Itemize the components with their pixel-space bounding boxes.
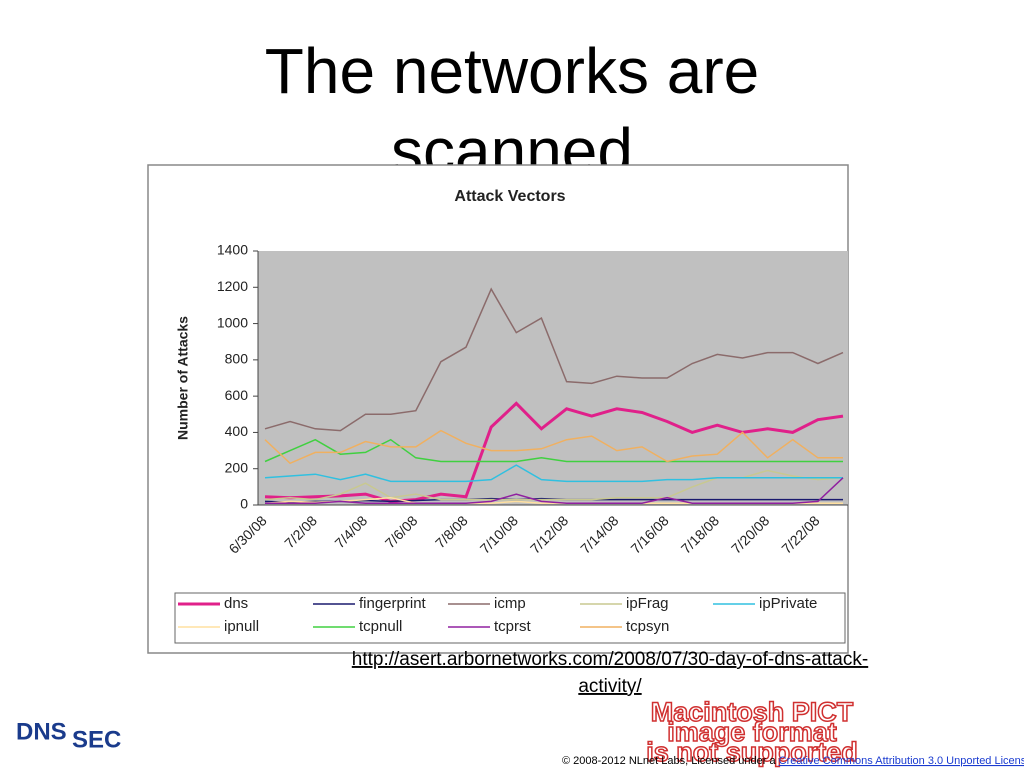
legend-label: ipnull <box>224 618 259 635</box>
legend-label: icmp <box>494 595 526 612</box>
y-axis-label: Number of Attacks <box>175 316 191 440</box>
pict-line: image format <box>667 717 837 747</box>
legend-label: dns <box>224 595 248 612</box>
series-line <box>264 469 844 501</box>
source-url[interactable]: activity/ <box>578 676 642 697</box>
series-line <box>264 429 843 465</box>
y-tick-label: 0 <box>240 496 248 512</box>
footer-text: © 2008-2012 NLnet Labs, Licensed under a <box>562 755 779 767</box>
legend-label: tcpsyn <box>626 618 669 635</box>
pict-line: Macintosh PICT <box>651 697 854 727</box>
y-tick-label: 400 <box>225 423 249 439</box>
legend-label: tcpnull <box>359 618 402 635</box>
legend-label: ipPrivate <box>759 595 817 612</box>
slide-title-line: The networks are <box>265 35 759 107</box>
series-line <box>264 464 843 483</box>
logo-text: DNS <box>16 718 67 745</box>
pict-line: is not supported <box>646 737 858 767</box>
y-tick-label: 600 <box>225 387 249 403</box>
series-line <box>264 401 844 503</box>
series-line <box>265 477 844 504</box>
y-tick-label: 800 <box>225 351 249 367</box>
series-line <box>264 438 843 463</box>
legend-label: tcprst <box>494 618 532 635</box>
series-line <box>264 287 844 432</box>
chart-title: Attack Vectors <box>454 188 565 205</box>
legend-box <box>174 592 846 644</box>
legend-label: fingerprint <box>359 595 427 612</box>
y-tick-label: 1400 <box>217 242 248 258</box>
footer: © 2008-2012 NLnet Labs, Licensed under a… <box>562 755 1024 767</box>
legend-label: ipFrag <box>626 595 669 612</box>
source-url[interactable]: http://asert.arbornetworks.com/2008/07/3… <box>352 649 868 670</box>
logo: DNS SEC <box>16 718 121 753</box>
footer-link[interactable]: Creative Commons Attribution 3.0 Unporte… <box>779 755 1024 767</box>
y-tick-label: 1200 <box>217 278 248 294</box>
logo-text: SEC <box>72 726 121 753</box>
plot-area <box>258 251 848 505</box>
y-tick-label: 1000 <box>217 314 248 330</box>
pict-message: Macintosh PICT image format is not suppo… <box>646 696 859 768</box>
y-tick-label: 200 <box>225 459 249 475</box>
